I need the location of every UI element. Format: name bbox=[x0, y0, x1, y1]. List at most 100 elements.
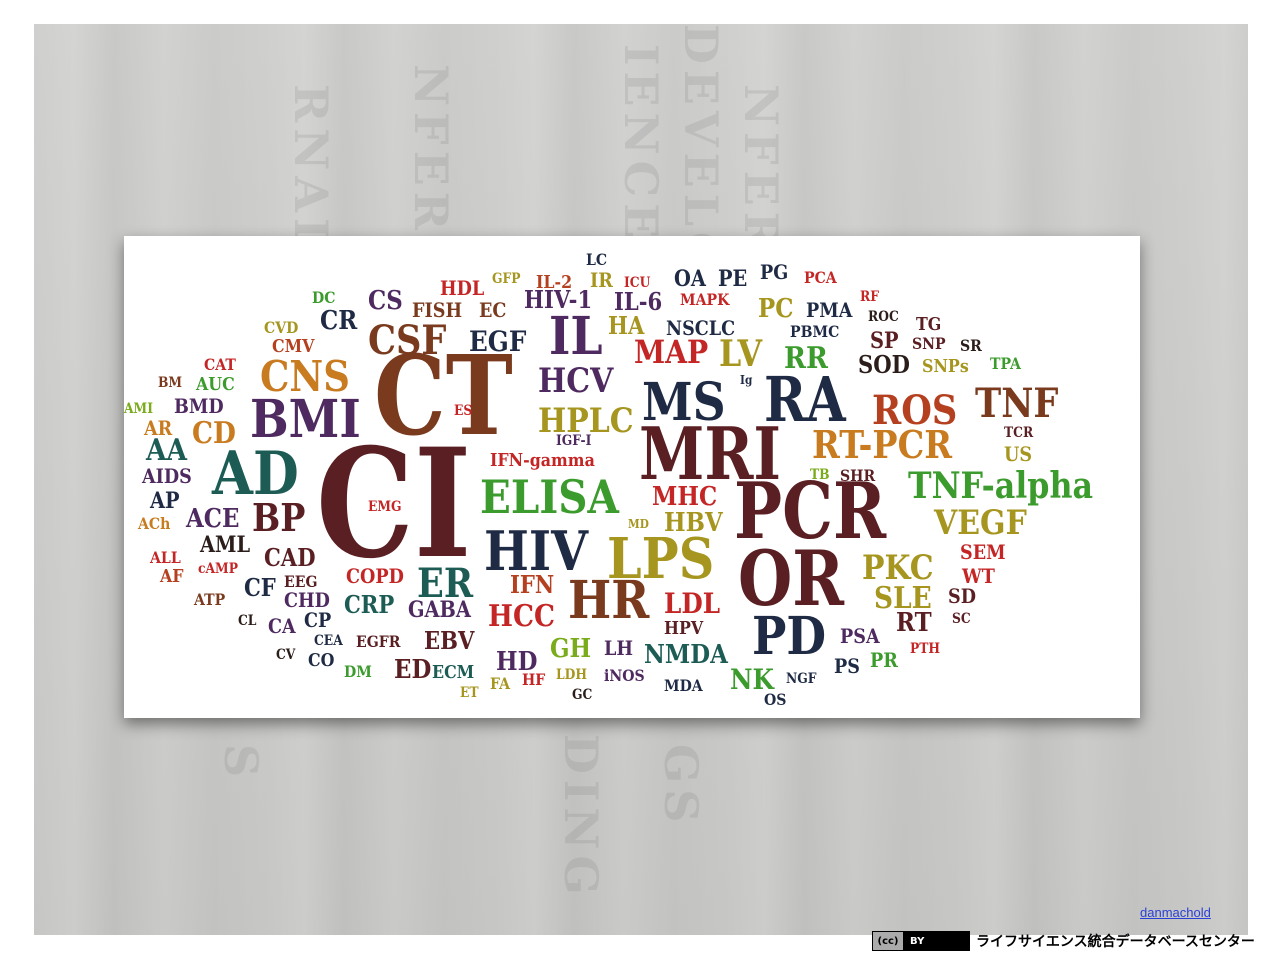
cloud-word: TB bbox=[810, 467, 830, 483]
cloud-word: SNP bbox=[912, 334, 946, 353]
background-book-spine: GS bbox=[654, 744, 708, 829]
cloud-word: US bbox=[1004, 442, 1033, 466]
cloud-word: Ig bbox=[740, 373, 753, 387]
cloud-word: MAPK bbox=[680, 290, 730, 309]
cloud-word: MS bbox=[642, 372, 726, 433]
cloud-word: ACh bbox=[138, 514, 171, 533]
cloud-word: LDH bbox=[556, 667, 587, 683]
cloud-word: CVD bbox=[264, 318, 299, 337]
background-book-spine: DEVELO bbox=[674, 24, 728, 279]
cloud-word: ET bbox=[460, 685, 479, 701]
cloud-word: SLE bbox=[874, 581, 932, 616]
cloud-word: HIV bbox=[484, 519, 589, 583]
cloud-word: CRP bbox=[344, 590, 395, 619]
cloud-word: CV bbox=[276, 647, 296, 663]
cloud-word: RR bbox=[784, 341, 828, 376]
cloud-word: ROS bbox=[872, 387, 958, 434]
cloud-word: ACE bbox=[186, 504, 240, 534]
cloud-word: CAT bbox=[204, 355, 236, 374]
by-label: BY bbox=[904, 932, 969, 950]
cloud-word: GFP bbox=[492, 271, 521, 287]
cloud-word: TPA bbox=[990, 354, 1021, 373]
cloud-word: PCA bbox=[804, 268, 837, 287]
cloud-word: AF bbox=[160, 566, 184, 587]
cloud-word: SEM bbox=[960, 540, 1006, 564]
cloud-word: AA bbox=[146, 433, 187, 468]
cloud-word: ED bbox=[394, 655, 432, 685]
cloud-word: AML bbox=[200, 532, 251, 558]
cloud-word: CP bbox=[304, 608, 332, 632]
cloud-word: ER bbox=[417, 560, 474, 607]
cloud-word: ECM bbox=[432, 662, 475, 683]
cloud-word: CR bbox=[320, 306, 358, 336]
background-book-spine: IENCE bbox=[614, 44, 668, 245]
organization-name: ライフサイエンス統合データベースセンター bbox=[976, 934, 1255, 950]
cloud-word: SD bbox=[948, 584, 976, 608]
cloud-word: CF bbox=[244, 573, 276, 602]
cloud-word: PR bbox=[870, 648, 898, 672]
cloud-word: PTH bbox=[910, 641, 941, 657]
cloud-word: OR bbox=[738, 534, 845, 623]
cloud-word: PS bbox=[834, 654, 860, 678]
cc-icon: (cc) bbox=[873, 932, 904, 950]
cloud-word: MDA bbox=[664, 676, 703, 695]
cloud-word: HA bbox=[608, 311, 645, 340]
cloud-word: RF bbox=[860, 289, 879, 305]
cloud-word: DC bbox=[312, 288, 336, 307]
cloud-word: ATP bbox=[194, 590, 226, 609]
cloud-word: PSA bbox=[840, 624, 880, 648]
cloud-word: SR bbox=[960, 336, 982, 355]
word-cloud-card: CI CT MRI PCR OR RA AD MS LPS HIV BMI HR PD IL CSF CNS E… bbox=[124, 236, 1140, 718]
cloud-word: EC bbox=[479, 298, 507, 322]
cloud-word: cAMP bbox=[198, 561, 238, 577]
cloud-word: ROC bbox=[868, 309, 899, 325]
cloud-word: NSCLC bbox=[666, 316, 736, 340]
cloud-word: MD bbox=[628, 517, 649, 531]
cloud-word: PKC bbox=[862, 548, 934, 588]
cloud-word: HCC bbox=[488, 599, 555, 634]
cloud-word: IL-2 bbox=[536, 272, 573, 293]
cloud-word: TG bbox=[916, 314, 942, 335]
cloud-word: GABA bbox=[408, 597, 471, 623]
cloud-word: TNF bbox=[975, 380, 1059, 427]
cloud-word: CD bbox=[192, 416, 236, 451]
cloud-word: ES bbox=[454, 403, 473, 419]
cloud-word: MAP bbox=[634, 333, 709, 371]
cloud-word: EGFR bbox=[356, 632, 401, 651]
cloud-word: SP bbox=[870, 328, 899, 354]
cloud-word: MHC bbox=[652, 482, 718, 512]
cloud-word: CHD bbox=[284, 588, 330, 612]
background-book-spine: NFER bbox=[734, 84, 788, 256]
cloud-word: CSF bbox=[368, 317, 447, 364]
cloud-word: IGF-I bbox=[556, 433, 592, 449]
cloud-word: AIDS bbox=[142, 464, 192, 488]
cloud-word: CT bbox=[374, 331, 513, 460]
cloud-word: OS bbox=[764, 690, 787, 709]
cloud-word: EEG bbox=[284, 572, 318, 591]
cc-license-badge[interactable]: (cc) BY bbox=[872, 931, 970, 951]
cloud-word: CL bbox=[238, 613, 257, 629]
cloud-word: NMDA bbox=[644, 640, 728, 670]
cloud-word: GC bbox=[572, 687, 593, 703]
cloud-word: LDL bbox=[664, 587, 721, 620]
cloud-word: HPV bbox=[664, 618, 704, 639]
cloud-word: PD bbox=[752, 606, 827, 667]
cloud-word: BP bbox=[252, 495, 306, 540]
cloud-word: EGF bbox=[469, 325, 527, 358]
cloud-word: LPS bbox=[607, 526, 715, 592]
cloud-word: TCR bbox=[1004, 425, 1034, 441]
cloud-word: AP bbox=[150, 488, 180, 514]
cloud-word: PG bbox=[760, 260, 789, 284]
credit-author-link[interactable]: danmachold bbox=[1140, 905, 1211, 920]
cloud-word: SOD bbox=[858, 350, 910, 379]
cloud-word: BM bbox=[158, 375, 183, 391]
cloud-word: PBMC bbox=[790, 322, 840, 341]
cloud-word: BMI bbox=[250, 389, 361, 450]
cloud-word: CEA bbox=[314, 633, 343, 649]
cloud-word: LH bbox=[604, 636, 634, 660]
cloud-word: AD bbox=[212, 439, 299, 509]
cloud-word: IFN-gamma bbox=[490, 450, 595, 471]
cloud-word: VEGF bbox=[934, 503, 1027, 543]
cloud-word: CMV bbox=[272, 336, 315, 357]
footer: (cc) BY ライフサイエンス統合データベースセンター bbox=[872, 930, 1255, 952]
